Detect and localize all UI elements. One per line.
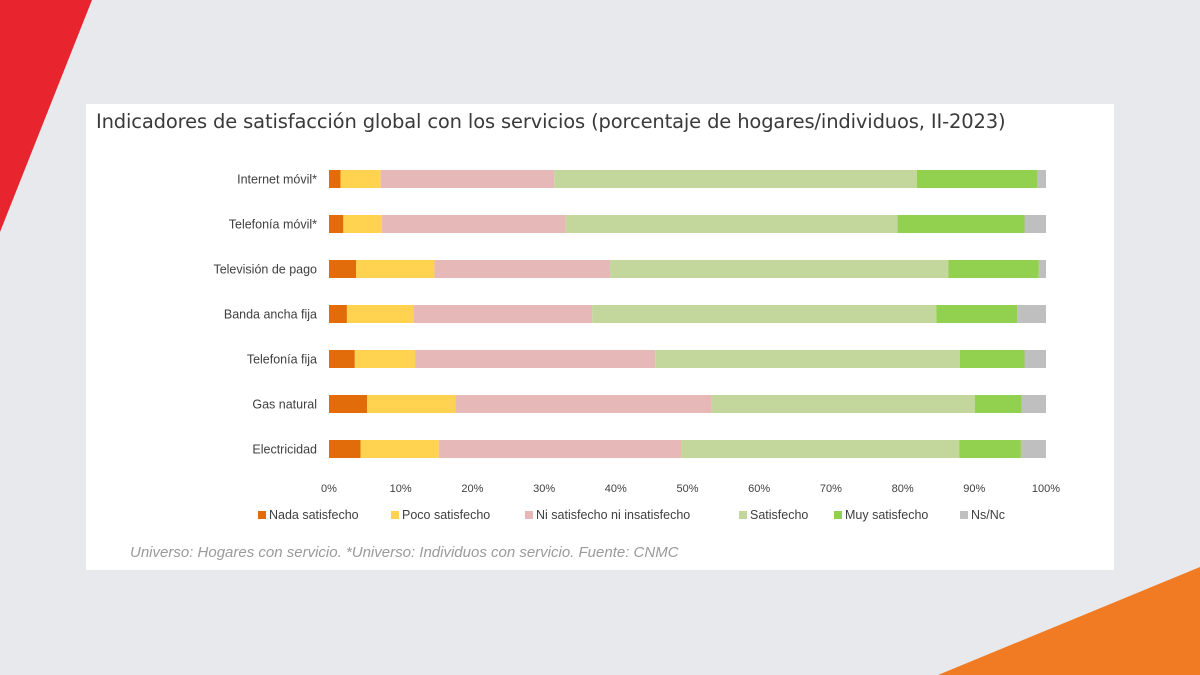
legend-swatch	[739, 511, 747, 519]
orange-corner-shape	[938, 567, 1200, 675]
bar-segment	[948, 260, 1039, 278]
category-label: Gas natural	[252, 398, 317, 412]
legend-label: Poco satisfecho	[402, 508, 490, 522]
bar-segment	[554, 170, 917, 188]
legend-swatch	[525, 511, 533, 519]
bar-segment	[329, 305, 347, 323]
bar-segment	[329, 170, 341, 188]
bar-segment	[329, 215, 344, 233]
x-tick-label: 60%	[748, 483, 770, 495]
legend-label: Ns/Nc	[971, 508, 1005, 522]
x-tick-label: 10%	[390, 483, 412, 495]
bar-segment	[897, 215, 1025, 233]
legend: Nada satisfecho Poco satisfecho Ni satisfe…	[258, 508, 1005, 522]
bar-segment	[959, 440, 1021, 458]
category-label: Electricidad	[252, 443, 317, 457]
x-tick-label: 90%	[963, 483, 985, 495]
x-tick-label: 30%	[533, 483, 555, 495]
legend-swatch	[834, 511, 842, 519]
source-note: Universo: Hogares con servicio. *Univers…	[130, 544, 679, 561]
x-tick-label: 70%	[820, 483, 842, 495]
bar-segment	[1021, 395, 1046, 413]
x-tick-label: 50%	[676, 483, 698, 495]
category-label: Telefonía fija	[247, 353, 317, 367]
bar-segment	[1020, 440, 1046, 458]
x-tick-label: 0%	[321, 483, 337, 495]
legend-swatch	[391, 511, 399, 519]
legend-swatch	[960, 511, 968, 519]
bar-segment	[438, 440, 682, 458]
chart-card: Indicadores de satisfacción global con l…	[86, 104, 1114, 570]
bar-segment	[354, 350, 416, 368]
bar-segment	[380, 170, 555, 188]
bar-segment	[329, 440, 361, 458]
bar-segment	[681, 440, 960, 458]
x-tick-label: 100%	[1032, 483, 1060, 495]
x-tick-label: 20%	[461, 483, 483, 495]
red-corner-shape	[0, 0, 92, 232]
bar-segment	[346, 305, 414, 323]
bar-segment	[382, 215, 566, 233]
bar-segment	[367, 395, 456, 413]
bar-segment	[711, 395, 976, 413]
bar-segment	[959, 350, 1025, 368]
bar-segment	[565, 215, 898, 233]
bar-segment	[413, 305, 593, 323]
bar-segment	[1024, 350, 1046, 368]
stacked-bar-chart: Internet móvil* Telefonía móvil* Televisió…	[213, 170, 1060, 522]
legend-label: Satisfecho	[750, 508, 808, 522]
category-label: Banda ancha fija	[224, 308, 317, 322]
bar-segment	[610, 260, 949, 278]
legend-swatch	[258, 511, 266, 519]
category-label: Telefonía móvil*	[229, 218, 317, 232]
bar-segment	[360, 440, 439, 458]
x-tick-label: 40%	[605, 483, 627, 495]
bar-segment	[434, 260, 611, 278]
category-labels: Internet móvil* Telefonía móvil* Televisió…	[213, 173, 317, 457]
bar-segment	[455, 395, 712, 413]
bar-segment	[1024, 215, 1046, 233]
bar-segment	[592, 305, 937, 323]
bar-segment	[916, 170, 1038, 188]
category-label: Internet móvil*	[237, 173, 317, 187]
category-label: Televisión de pago	[213, 263, 317, 277]
bar-segment	[340, 170, 381, 188]
bar-segment	[936, 305, 1018, 323]
bar-segment	[356, 260, 435, 278]
bar-segment	[329, 260, 357, 278]
bar-segment	[1037, 170, 1046, 188]
bar-segments	[329, 170, 1046, 458]
bar-segment	[655, 350, 960, 368]
bar-segment	[343, 215, 383, 233]
bar-segment	[329, 395, 367, 413]
chart-title: Indicadores de satisfacción global con l…	[96, 110, 1006, 133]
bar-segment	[975, 395, 1022, 413]
legend-label: Nada satisfecho	[269, 508, 359, 522]
legend-label: Ni satisfecho ni insatisfecho	[536, 508, 690, 522]
bar-segment	[1038, 260, 1046, 278]
bar-segment	[415, 350, 656, 368]
bar-segment	[329, 350, 355, 368]
legend-label: Muy satisfecho	[845, 508, 928, 522]
x-axis-ticks: 0% 10% 20% 30% 40% 50% 60% 70% 80% 90% 100%	[321, 483, 1060, 495]
x-tick-label: 80%	[892, 483, 914, 495]
bar-segment	[1017, 305, 1046, 323]
